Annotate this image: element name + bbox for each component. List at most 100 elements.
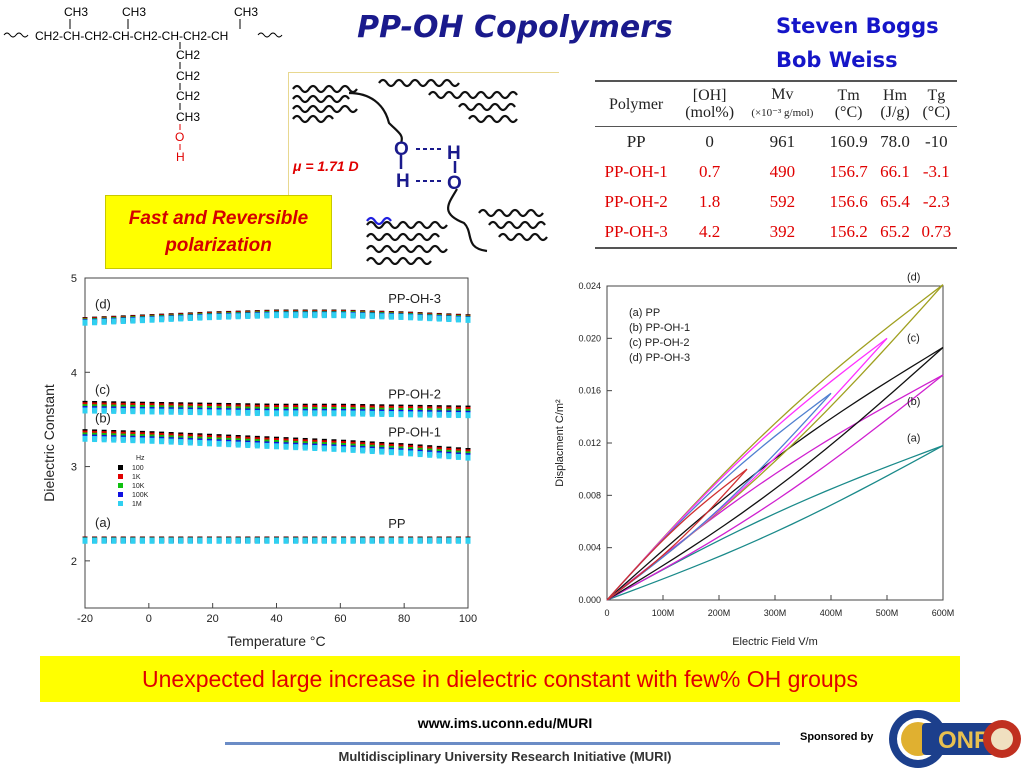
series-tag: (c) bbox=[95, 382, 110, 397]
legend-entry: 10K bbox=[132, 483, 145, 490]
data-point bbox=[178, 439, 184, 446]
data-point bbox=[178, 315, 184, 322]
legend-entry: 1K bbox=[132, 474, 141, 481]
x-axis-label: Temperature °C bbox=[227, 633, 325, 649]
data-point bbox=[216, 313, 222, 320]
legend-entry: 100 bbox=[132, 465, 144, 472]
data-point bbox=[245, 442, 251, 449]
data-point bbox=[92, 537, 98, 544]
legend-marker bbox=[118, 465, 123, 470]
table-cell: 961 bbox=[769, 132, 796, 151]
data-point bbox=[293, 444, 299, 451]
legend-entry: (a) PP bbox=[629, 307, 660, 319]
data-point bbox=[168, 438, 174, 445]
data-point bbox=[302, 410, 308, 417]
data-point bbox=[82, 319, 88, 326]
data-point bbox=[206, 409, 212, 416]
side-group-3: CH3 bbox=[234, 5, 258, 19]
data-point bbox=[465, 316, 471, 323]
data-point bbox=[254, 410, 260, 417]
data-point bbox=[264, 312, 270, 319]
data-point bbox=[398, 449, 404, 456]
muri-url-link[interactable]: www.ims.uconn.edu/MURI bbox=[417, 715, 593, 731]
muri-program-name: Multidisciplinary University Research In… bbox=[338, 749, 672, 764]
chain-ch2-2: CH2 bbox=[176, 69, 200, 83]
data-point bbox=[245, 537, 251, 544]
table-cell: 1.8 bbox=[699, 192, 721, 211]
callout-line-2: polarization bbox=[165, 235, 272, 256]
legend-entry: 1M bbox=[132, 501, 142, 508]
data-point bbox=[235, 313, 241, 320]
y-tick-label: 0.004 bbox=[578, 543, 601, 553]
data-point bbox=[398, 411, 404, 418]
table-cell: -2.3 bbox=[922, 192, 950, 211]
data-point bbox=[120, 436, 126, 443]
data-point bbox=[159, 438, 165, 445]
data-point bbox=[197, 314, 203, 321]
x-tick-label: 200M bbox=[708, 608, 731, 618]
author-boggs: Steven Boggs bbox=[776, 14, 939, 38]
hysteresis-loop-lower bbox=[606, 392, 832, 601]
onr-logo-text: ONR bbox=[938, 727, 991, 754]
backbone-formula: CH2-CH-CH2-CH-CH2-CH-CH2-CH bbox=[35, 29, 228, 43]
header-oh: [OH] (mol%) bbox=[677, 80, 742, 127]
y-tick-label: 0.020 bbox=[578, 333, 601, 343]
data-point bbox=[254, 312, 260, 319]
data-point bbox=[264, 442, 270, 449]
x-tick-label: 0 bbox=[604, 608, 609, 618]
data-point bbox=[379, 537, 385, 544]
data-point bbox=[130, 437, 136, 444]
data-point bbox=[187, 439, 193, 446]
data-point bbox=[360, 537, 366, 544]
table-cell: 160.9 bbox=[829, 132, 868, 151]
data-point bbox=[274, 537, 279, 544]
conclusion-banner: Unexpected large increase in dielectric … bbox=[40, 656, 960, 702]
data-point bbox=[101, 407, 107, 414]
onr-logo: ONR bbox=[889, 710, 1021, 768]
data-point bbox=[465, 454, 471, 461]
table-cell: 156.6 bbox=[829, 192, 868, 211]
series-tag: (d) bbox=[95, 296, 111, 311]
data-point bbox=[197, 537, 203, 544]
data-point bbox=[101, 436, 107, 443]
data-point bbox=[436, 411, 442, 418]
data-point bbox=[436, 315, 442, 322]
series-tag: (a) bbox=[907, 433, 920, 445]
data-point bbox=[111, 537, 117, 544]
author-weiss: Bob Weiss bbox=[776, 48, 898, 72]
series-label: PP-OH-3 bbox=[388, 291, 441, 306]
data-point bbox=[82, 407, 88, 414]
hbond-oxygen-1: O bbox=[394, 139, 409, 160]
table-cell: 156.2 bbox=[822, 217, 875, 249]
x-tick-label: -20 bbox=[77, 613, 93, 625]
data-point bbox=[139, 408, 145, 415]
data-point bbox=[159, 316, 165, 323]
chain-ch2-1: CH2 bbox=[176, 48, 200, 62]
series-tag: (b) bbox=[95, 410, 111, 425]
data-point bbox=[149, 316, 155, 323]
chain-ch2-3: CH2 bbox=[176, 89, 200, 103]
table-cell: 0.73 bbox=[915, 217, 957, 249]
data-point bbox=[427, 315, 433, 322]
data-point bbox=[245, 312, 251, 319]
series-label: PP-OH-1 bbox=[388, 425, 441, 440]
x-tick-label: 80 bbox=[398, 613, 410, 625]
table-cell: 66.1 bbox=[880, 162, 910, 181]
data-point bbox=[206, 537, 212, 544]
data-point bbox=[120, 408, 126, 415]
side-group-2: CH3 bbox=[122, 5, 146, 19]
data-point bbox=[149, 537, 155, 544]
data-point bbox=[341, 312, 347, 319]
chain-hydrogen: H bbox=[176, 150, 185, 164]
table-cell: PP-OH-3 bbox=[595, 217, 678, 249]
data-point bbox=[388, 537, 394, 544]
table-cell: PP-OH-2 bbox=[604, 192, 668, 211]
series-label: PP bbox=[388, 516, 405, 531]
data-point bbox=[197, 409, 203, 416]
y-tick-label: 3 bbox=[71, 462, 77, 474]
data-point bbox=[187, 315, 193, 322]
hysteresis-loop-upper bbox=[606, 374, 944, 601]
chemical-structure: CH2-CH-CH2-CH-CH2-CH-CH2-CH CH3 CH3 CH3 … bbox=[3, 5, 283, 164]
data-point bbox=[427, 451, 433, 458]
data-point bbox=[341, 410, 347, 417]
